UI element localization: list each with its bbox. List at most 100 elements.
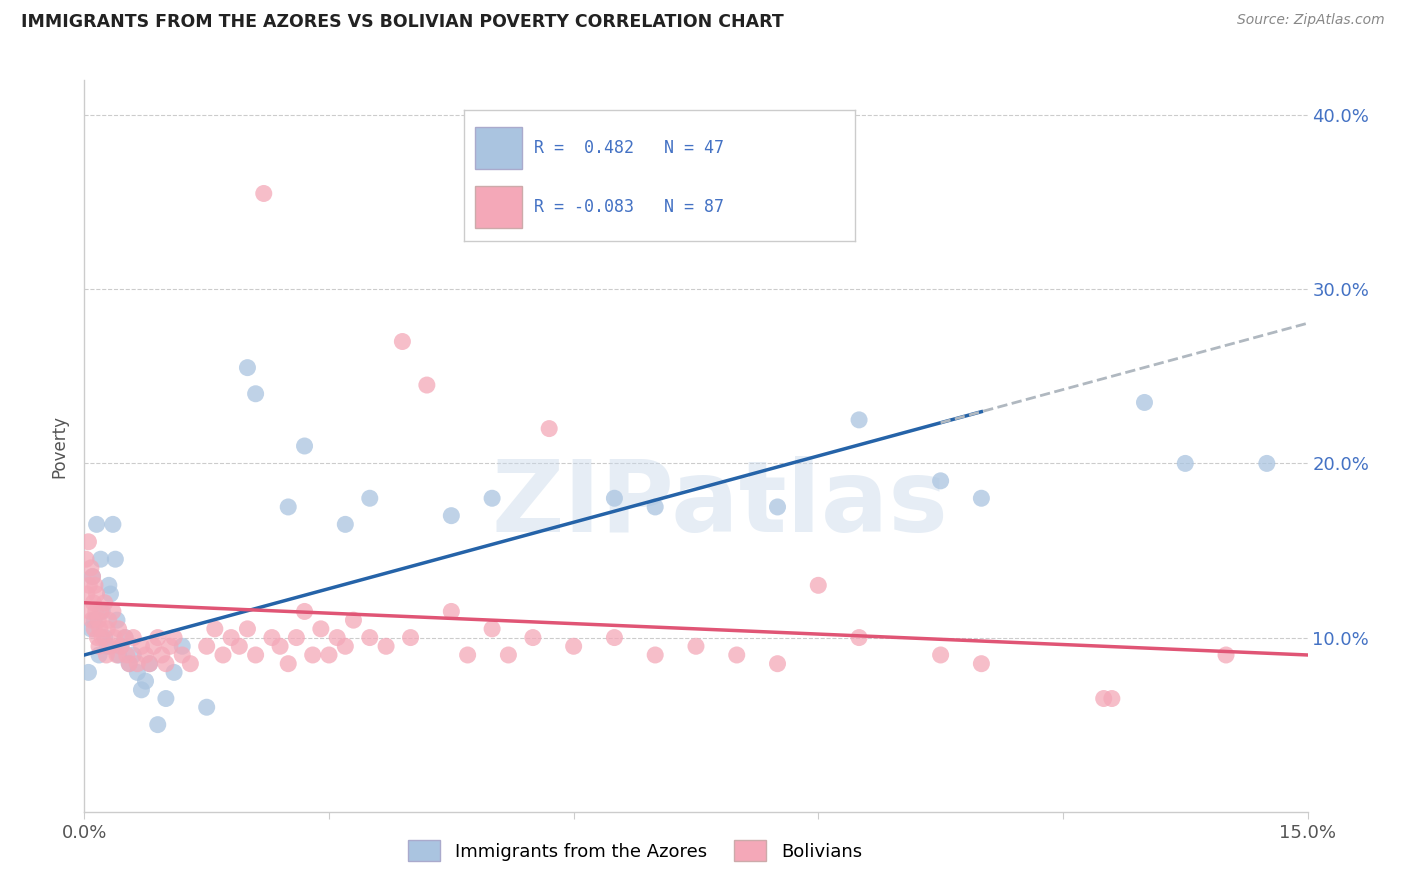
Point [457, 648, 479, 662]
Point [96, 640, 118, 654]
Point [135, 674, 157, 689]
Point [87, 648, 110, 662]
Point [118, 657, 141, 671]
Point [260, 631, 283, 645]
Point [77, 665, 100, 680]
Point [105, 648, 128, 662]
Point [100, 587, 122, 601]
Point [228, 640, 250, 654]
Point [172, 648, 194, 662]
Point [219, 631, 242, 645]
Point [142, 640, 165, 654]
Point [135, 648, 157, 662]
Point [114, 631, 136, 645]
Point [96, 622, 118, 636]
Point [277, 500, 299, 514]
Point [318, 648, 340, 662]
Point [766, 500, 789, 514]
Point [93, 631, 115, 645]
Point [86, 587, 108, 601]
Point [97, 613, 120, 627]
Point [172, 640, 194, 654]
Point [212, 648, 235, 662]
Point [155, 657, 177, 671]
Text: ZIPatlas: ZIPatlas [492, 456, 949, 553]
Point [87, 613, 110, 627]
Point [481, 491, 503, 506]
Point [80, 622, 103, 636]
Point [245, 648, 267, 662]
Point [195, 700, 218, 714]
Point [163, 631, 186, 645]
Point [269, 640, 291, 654]
Point [603, 491, 626, 506]
Point [848, 413, 870, 427]
Point [375, 640, 398, 654]
Point [970, 657, 993, 671]
Point [82, 596, 104, 610]
Point [294, 604, 316, 618]
Point [97, 578, 120, 592]
Point [138, 657, 160, 671]
Point [146, 717, 169, 731]
Point [80, 613, 103, 627]
Point [93, 596, 115, 610]
Point [79, 604, 101, 618]
Point [83, 622, 105, 636]
Point [848, 631, 870, 645]
Point [163, 665, 186, 680]
Point [1174, 457, 1197, 471]
Point [122, 648, 145, 662]
Point [179, 657, 201, 671]
Point [522, 631, 544, 645]
Point [77, 578, 100, 592]
Point [110, 640, 132, 654]
Point [326, 631, 349, 645]
Point [101, 517, 124, 532]
Point [1256, 457, 1278, 471]
Point [725, 648, 748, 662]
Point [122, 631, 145, 645]
Point [301, 648, 323, 662]
Point [82, 569, 104, 583]
Point [86, 517, 108, 532]
Point [80, 561, 103, 575]
Text: Source: ZipAtlas.com: Source: ZipAtlas.com [1237, 13, 1385, 28]
Point [1133, 395, 1156, 409]
Point [195, 640, 218, 654]
Point [77, 534, 100, 549]
Point [100, 640, 122, 654]
Point [603, 631, 626, 645]
Point [131, 640, 153, 654]
Point [807, 578, 830, 592]
Point [82, 569, 104, 583]
Point [929, 648, 952, 662]
Point [83, 613, 105, 627]
Point [342, 613, 364, 627]
Y-axis label: Poverty: Poverty [51, 415, 69, 477]
Point [118, 657, 141, 671]
Point [285, 631, 308, 645]
Point [90, 552, 112, 566]
Point [440, 508, 463, 523]
Point [538, 421, 561, 435]
Point [359, 491, 381, 506]
Point [245, 386, 267, 401]
Point [87, 640, 110, 654]
Point [146, 631, 169, 645]
Point [96, 648, 118, 662]
Point [204, 622, 226, 636]
Point [131, 682, 153, 697]
Point [236, 360, 259, 375]
Point [399, 631, 422, 645]
Point [101, 604, 124, 618]
Point [89, 622, 111, 636]
Point [498, 648, 520, 662]
Point [103, 631, 125, 645]
Point [90, 604, 112, 618]
Point [236, 622, 259, 636]
Point [115, 648, 138, 662]
Point [391, 334, 413, 349]
Point [84, 578, 107, 592]
Point [359, 631, 381, 645]
